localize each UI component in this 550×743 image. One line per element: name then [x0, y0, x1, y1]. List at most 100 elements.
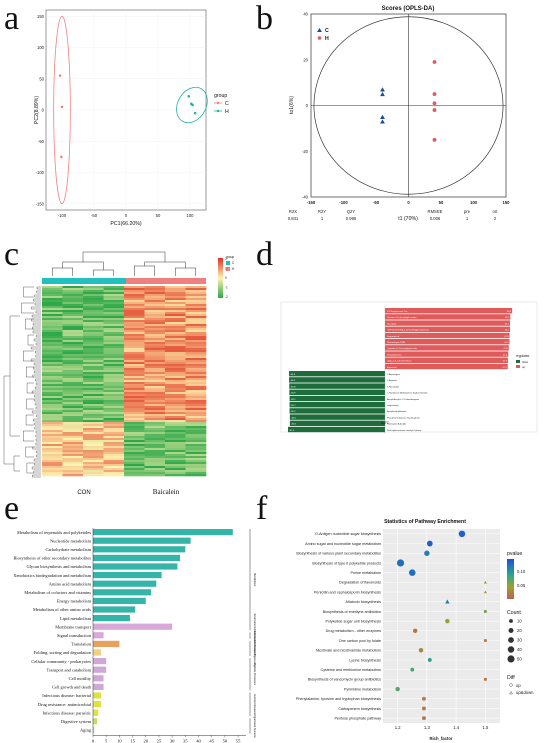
heat-cell: [185, 472, 207, 475]
heat-cell: [144, 346, 166, 349]
count-legend-label: 20: [517, 628, 522, 633]
heat-cell: [165, 292, 186, 295]
heat-cell: [165, 294, 186, 297]
enrichment-point: [483, 590, 487, 594]
heat-cell: [185, 412, 207, 415]
heat-cell: [165, 290, 186, 293]
heat-cell: [83, 296, 104, 299]
heat-cell: [165, 404, 186, 407]
heat-cell: [83, 330, 104, 333]
heat-cell: [103, 328, 125, 331]
enrichment-point: [458, 530, 466, 538]
heat-cell: [103, 382, 125, 385]
heat-cell: [185, 366, 207, 369]
heat-cell: [144, 436, 166, 439]
category-label-e: Cell growth and death: [52, 685, 92, 690]
heat-cell: [185, 422, 207, 425]
bar-down-value: -36.7: [291, 405, 297, 407]
heat-cell: [144, 420, 166, 423]
heat-cell: [103, 400, 125, 403]
heat-cell: [144, 444, 166, 447]
heat-cell: [42, 456, 63, 459]
heat-cell: [62, 398, 84, 401]
heat-cell: [62, 320, 84, 323]
bar-kegg: [93, 529, 233, 536]
heat-cell: [124, 430, 145, 433]
heat-cell: [42, 378, 63, 381]
heat-cell: [144, 366, 166, 369]
bar-down: [289, 402, 385, 408]
heat-cell: [124, 304, 145, 307]
heat-cell: [124, 434, 145, 437]
stat-header: RMSEE: [428, 209, 443, 214]
heat-cell: [124, 454, 145, 457]
heat-cell: [62, 342, 84, 345]
heat-cell: [42, 360, 63, 363]
heat-cell: [42, 354, 63, 357]
heat-cell: [103, 384, 125, 387]
heat-cell: [144, 382, 166, 385]
heat-cell: [83, 310, 104, 313]
heat-cell: [165, 362, 186, 365]
heat-cell: [62, 468, 84, 471]
bar-up-value: 47.9: [504, 342, 509, 344]
heat-cell: [103, 306, 125, 309]
heat-cell: [165, 432, 186, 435]
heat-cell: [185, 380, 207, 383]
point-b-C: [380, 87, 385, 92]
heat-cell: [42, 366, 63, 369]
bar-kegg: [93, 597, 146, 604]
heat-cell: [144, 472, 166, 475]
category-label-e: Energy metabolism: [57, 599, 92, 604]
heat-cell: [185, 392, 207, 395]
pathway-label: Amino sugar and nucleotide sugar metabol…: [305, 542, 381, 546]
heat-cell: [144, 418, 166, 421]
bar-down: [288, 426, 385, 433]
heat-cell: [185, 428, 207, 431]
bar-down-label: Isopentenyl: [387, 404, 399, 407]
category-label-e: Infectious disease: parasitic: [42, 710, 91, 715]
heat-cell: [124, 414, 145, 417]
bar-up-value: 47.9: [504, 336, 509, 338]
heat-cell: [124, 340, 145, 343]
heat-cell: [144, 310, 166, 313]
heat-cell: [185, 470, 207, 473]
heat-cell: [83, 332, 104, 335]
y-tick-label-a: -50: [38, 139, 45, 144]
heat-cell: [62, 322, 84, 325]
heat-cell: [185, 374, 207, 377]
pvalue-tick-1: 0.05: [517, 583, 526, 588]
point-a-C: [60, 155, 63, 159]
heat-cell: [144, 458, 166, 461]
heat-cell: [144, 384, 166, 387]
heat-cell: [165, 420, 186, 423]
category-label-e: Translation: [71, 642, 92, 647]
bar-up-label: CMP-N-trimethyl-2-aminoethylphosphonate: [387, 329, 430, 332]
heat-cell: [165, 410, 186, 413]
heat-cell: [144, 320, 166, 323]
bar-down-label: L-Asparagine: [387, 373, 401, 376]
heat-cell: [144, 394, 166, 397]
dendrogram-branch: [93, 269, 114, 276]
heat-cell: [124, 426, 145, 429]
heat-cell: [124, 318, 145, 321]
heat-cell: [144, 286, 166, 289]
heat-cell: [165, 286, 186, 289]
heat-cell: [103, 390, 125, 393]
heat-cell: [124, 432, 145, 435]
heat-cell: [124, 392, 145, 395]
heat-cell: [103, 470, 125, 473]
bar-kegg: [93, 666, 107, 673]
heat-cell: [185, 464, 207, 467]
heat-cell: [185, 370, 207, 373]
heat-cell: [185, 358, 207, 361]
heat-cell: [185, 404, 207, 407]
heat-cell: [165, 472, 186, 475]
dendrogram-branch: [52, 267, 73, 276]
heat-cell: [62, 356, 84, 359]
heat-cell: [42, 324, 63, 327]
bar-kegg: [93, 563, 178, 570]
heat-cell: [185, 300, 207, 303]
bar-down-label: Acetylmethylalanine: [387, 410, 407, 413]
heat-cell: [165, 356, 186, 359]
